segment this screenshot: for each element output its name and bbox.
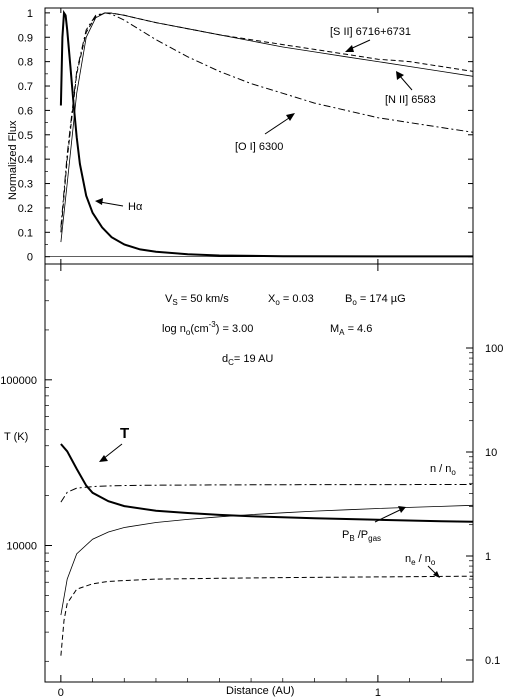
top-y-tick-label: 0.7 xyxy=(18,81,33,93)
top-axes: 0 0.1 0.2 0.3 0.4 0.5 0.6 0.7 0.8 0.9 1 xyxy=(18,8,473,264)
annotation-nii: [N II] 6583 xyxy=(385,94,436,106)
top-y-tick-label: 0 xyxy=(27,252,33,264)
arrow-halpha-head xyxy=(95,198,103,205)
series-line-p-b-p-gas xyxy=(60,504,474,616)
series-line-h xyxy=(59,9,473,258)
top-series xyxy=(59,9,474,258)
x-tick-label: 0 xyxy=(58,687,64,699)
series-line-n-n xyxy=(60,484,474,503)
arrow-sii-head xyxy=(345,45,354,52)
bottom-panel-frame xyxy=(44,263,474,683)
annotation-pb-pgas: PB /Pgas xyxy=(342,529,381,543)
right-y-tick-label: 0.1 xyxy=(485,655,500,667)
bottom-y-tick-label: 100000 xyxy=(0,375,37,387)
bottom-y-axis-label: T (K) xyxy=(4,431,28,443)
top-y-tick-label: 0.3 xyxy=(18,179,33,191)
svg-text:log no(cm-3) = 3.00: log no(cm-3) = 3.00 xyxy=(162,320,253,337)
arrow-pb-head xyxy=(398,506,406,513)
series-line-n-e-n xyxy=(60,575,474,656)
series-line-n-ii-6583 xyxy=(60,12,474,243)
annotation-halpha: Hα xyxy=(128,201,143,213)
bottom-y-tick-label: 10000 xyxy=(6,540,37,552)
top-y-tick-label: 1 xyxy=(27,8,33,20)
arrow-nii-head xyxy=(396,71,404,80)
arrow-T-head xyxy=(99,455,108,462)
svg-text:Bo = 174 µG: Bo = 174 µG xyxy=(345,293,406,307)
top-y-axis-label: Normalized Flux xyxy=(7,120,19,200)
svg-text:dC= 19 AU: dC= 19 AU xyxy=(222,353,273,367)
arrow-nii-line xyxy=(398,74,413,91)
top-y-tick-label: 0.6 xyxy=(18,105,33,117)
arrow-halpha-line xyxy=(99,201,124,207)
bottom-series xyxy=(60,443,474,656)
arrow-oi-line xyxy=(264,115,293,135)
arrow-ne-head xyxy=(433,571,440,578)
arrow-T-line xyxy=(102,443,123,460)
arrow-oi-head xyxy=(286,113,295,121)
annotation-n-ratio: n / no xyxy=(430,463,456,477)
series-line-o-i-6300 xyxy=(60,12,474,228)
x-tick-label: 1 xyxy=(375,687,381,699)
svg-text:Xo = 0.03: Xo = 0.03 xyxy=(268,293,314,307)
top-y-tick-label: 0.9 xyxy=(18,32,33,44)
top-y-tick-label: 0.1 xyxy=(18,227,33,239)
svg-text:MA = 4.6: MA = 4.6 xyxy=(330,323,372,337)
right-y-tick-label: 100 xyxy=(485,343,503,355)
top-y-tick-label: 0.8 xyxy=(18,57,33,69)
params-line-2: log no(cm-3) = 3.00 MA = 4.6 xyxy=(162,320,372,337)
svg-text:VS = 50 km/s: VS = 50 km/s xyxy=(165,293,229,307)
top-y-tick-label: 0.4 xyxy=(18,154,33,166)
params-line-3: dC= 19 AU xyxy=(222,353,273,367)
series-line-t xyxy=(60,443,474,523)
arrow-pb-line xyxy=(374,508,403,523)
right-y-tick-label: 10 xyxy=(485,447,497,459)
annotation-oi: [O I] 6300 xyxy=(235,141,283,153)
top-y-tick-label: 0.2 xyxy=(18,203,33,215)
right-y-tick-label: 1 xyxy=(485,551,491,563)
params-line-1: VS = 50 km/s Xo = 0.03 Bo = 174 µG xyxy=(165,293,406,307)
annotation-sii: [S II] 6716+6731 xyxy=(330,26,411,38)
bottom-axes: 10000 100000 0.1 1 10 100 0 1 xyxy=(0,263,503,699)
x-axis-label: Distance (AU) xyxy=(226,685,294,697)
annotation-ne-ratio: ne / no xyxy=(405,553,436,567)
top-y-tick-label: 0.5 xyxy=(18,130,33,142)
annotation-T: T xyxy=(120,425,129,442)
